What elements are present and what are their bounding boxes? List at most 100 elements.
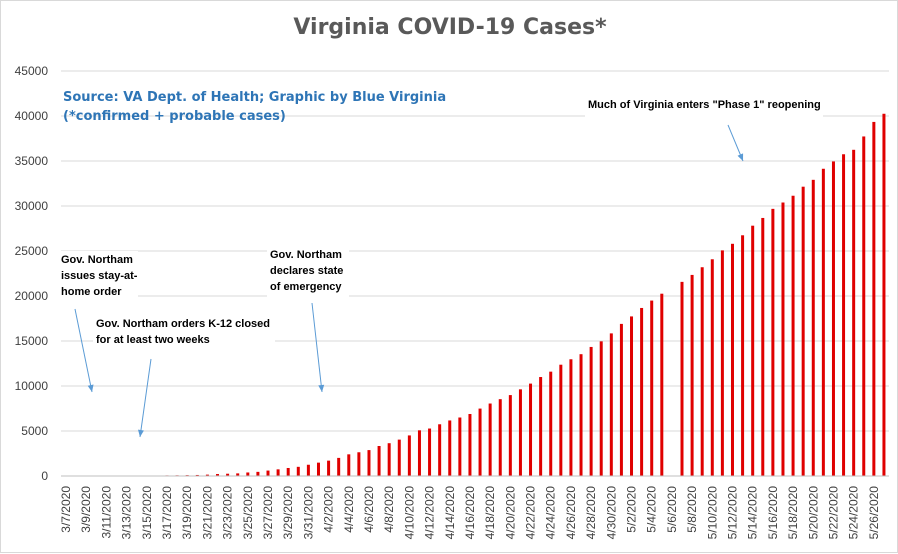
bar	[357, 452, 361, 476]
bar	[549, 371, 553, 476]
bar	[761, 217, 765, 476]
bar-series	[64, 113, 886, 477]
annotation-text: Gov. Northam	[61, 254, 133, 266]
bar	[862, 136, 866, 476]
x-tick-label: 3/21/2020	[200, 486, 214, 540]
bar	[216, 474, 220, 476]
annotation: Gov. Northam issues stay-at-home order	[58, 251, 138, 393]
x-tick-label: 4/2/2020	[322, 486, 336, 533]
x-tick-label: 5/4/2020	[645, 486, 659, 533]
y-axis: 0 5000 10000 15000 20000 25000 30000 35000 40000…	[15, 64, 49, 483]
source-note: Source: VA Dept. of Health; Graphic by B…	[63, 90, 446, 105]
y-tick-label: 15000	[15, 334, 49, 348]
annotation-text: Gov. Northam	[270, 249, 342, 261]
bar	[498, 399, 502, 476]
x-tick-label: 4/22/2020	[524, 486, 538, 540]
bar	[488, 403, 492, 476]
bar	[327, 460, 331, 476]
arrow-head-icon	[138, 429, 144, 437]
y-tick-label: 25000	[15, 244, 49, 258]
x-tick-label: 5/26/2020	[867, 486, 881, 540]
bar	[438, 424, 442, 476]
x-tick-label: 3/31/2020	[301, 486, 315, 540]
bar	[246, 472, 250, 476]
bar	[266, 470, 270, 476]
bar	[316, 462, 320, 476]
bar	[306, 464, 310, 476]
bar	[690, 274, 694, 476]
bar	[226, 473, 230, 476]
bar	[589, 346, 593, 476]
x-tick-label: 5/18/2020	[786, 486, 800, 540]
bar	[751, 225, 755, 476]
x-tick-label: 5/22/2020	[826, 486, 840, 540]
bar	[660, 293, 664, 476]
bar	[296, 466, 300, 476]
bar	[630, 316, 634, 476]
annotation-text: declares state	[270, 265, 343, 277]
bar	[508, 395, 512, 476]
bar	[518, 389, 522, 476]
annotation-arrow	[139, 358, 152, 438]
bar	[286, 467, 290, 476]
annotation-text: Much of Virginia enters "Phase 1" reopen…	[588, 99, 821, 111]
bar	[397, 439, 401, 476]
annotation-box	[585, 96, 823, 118]
y-tick-label: 0	[41, 469, 48, 483]
bar	[347, 454, 351, 476]
x-tick-label: 5/2/2020	[625, 486, 639, 533]
x-tick-label: 4/28/2020	[584, 486, 598, 540]
bar	[700, 267, 704, 476]
bar	[842, 154, 846, 476]
x-tick-label: 5/16/2020	[766, 486, 780, 540]
bar	[882, 113, 886, 476]
bar	[680, 281, 684, 476]
annotation-text: home order	[61, 286, 122, 298]
bar	[791, 195, 795, 477]
annotation-box	[267, 246, 349, 300]
x-axis: 3/7/2020 3/9/2020 3/11/2020 3/13/2020 3/15/2…	[59, 486, 881, 540]
x-tick-label: 3/15/2020	[140, 486, 154, 540]
annotation-box	[93, 315, 275, 353]
bar	[771, 208, 775, 476]
bar	[741, 235, 745, 476]
bar	[640, 307, 644, 476]
y-tick-label: 40000	[15, 109, 49, 123]
bar	[428, 428, 432, 476]
x-tick-label: 4/16/2020	[463, 486, 477, 540]
bar	[559, 364, 563, 476]
bar	[730, 243, 734, 476]
x-tick-label: 3/23/2020	[221, 486, 235, 540]
footnote: (*confirmed + probable cases)	[63, 109, 286, 124]
annotation-arrow	[311, 302, 323, 393]
bar	[609, 333, 613, 476]
bar	[852, 149, 856, 476]
chart-title: Virginia COVID-19 Cases*	[293, 15, 607, 40]
annotation-text: for at least two weeks	[96, 334, 210, 346]
bar	[195, 474, 199, 476]
x-tick-label: 4/26/2020	[564, 486, 578, 540]
x-tick-label: 5/14/2020	[746, 486, 760, 540]
bar	[448, 420, 452, 476]
x-tick-label: 4/8/2020	[382, 486, 396, 533]
y-tick-label: 5000	[21, 424, 48, 438]
annotation-text: issues stay-at-	[61, 270, 138, 282]
x-tick-label: 3/27/2020	[261, 486, 275, 540]
gridlines	[61, 70, 889, 432]
bar	[407, 435, 411, 476]
x-tick-label: 3/19/2020	[180, 486, 194, 540]
x-tick-label: 4/18/2020	[483, 486, 497, 540]
y-tick-label: 35000	[15, 154, 49, 168]
x-tick-label: 4/24/2020	[544, 486, 558, 540]
bar	[569, 359, 573, 476]
x-tick-label: 5/10/2020	[705, 486, 719, 540]
bar	[781, 202, 785, 476]
bar	[367, 450, 371, 476]
bar	[579, 354, 583, 476]
bar	[720, 250, 724, 476]
annotation-text: Gov. Northam orders K-12 closed	[96, 318, 270, 330]
x-tick-label: 5/6/2020	[665, 486, 679, 533]
x-tick-label: 3/25/2020	[241, 486, 255, 540]
